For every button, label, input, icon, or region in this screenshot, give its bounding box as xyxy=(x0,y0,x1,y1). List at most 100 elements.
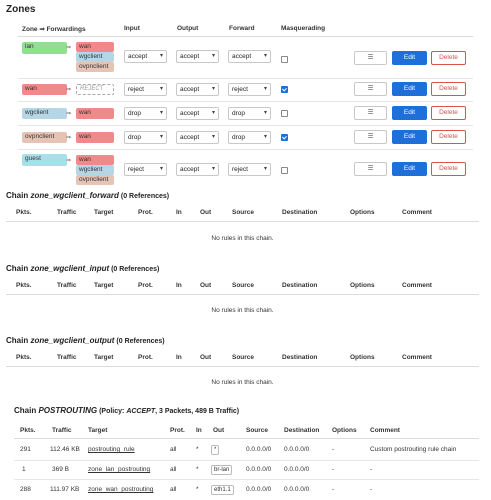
forward-target-badge: wan xyxy=(76,155,114,165)
col-in: In xyxy=(196,427,202,434)
edit-button[interactable]: Edit xyxy=(392,51,427,65)
chevron-down-icon: ▾ xyxy=(211,86,215,92)
target-link[interactable]: zone_wan_postrouting xyxy=(88,486,154,493)
col-destination: Destination xyxy=(282,354,318,361)
forward-target-badge: ovpnclient xyxy=(76,175,114,185)
input-policy-select[interactable]: reject ▾ xyxy=(124,163,167,176)
edit-button[interactable]: Edit xyxy=(392,162,427,176)
col-options: Options xyxy=(332,427,357,434)
forward-target-badge: wgclient xyxy=(76,165,114,175)
drag-menu-button[interactable]: ☰ xyxy=(354,51,387,65)
col-destination: Destination xyxy=(284,427,320,434)
output-policy-select[interactable]: accept ▾ xyxy=(176,83,219,96)
masquerading-checkbox[interactable] xyxy=(281,134,288,141)
arrow-icon: ⇒ xyxy=(66,87,72,93)
col-pkts: Pkts. xyxy=(16,354,32,361)
chevron-down-icon: ▾ xyxy=(159,134,163,140)
empty-chain-message: No rules in this chain. xyxy=(211,379,274,386)
chain-title: Chain zone_wgclient_forward (0 Reference… xyxy=(6,191,170,200)
drag-menu-button[interactable]: ☰ xyxy=(354,82,387,96)
chain-title: Chain zone_wgclient_input (0 References) xyxy=(6,264,160,273)
col-pkts: Pkts. xyxy=(20,427,36,434)
drag-menu-button[interactable]: ☰ xyxy=(354,106,387,120)
chevron-down-icon: ▾ xyxy=(211,134,215,140)
delete-button[interactable]: Delete xyxy=(431,130,466,144)
forward-policy-select[interactable]: reject ▾ xyxy=(228,163,271,176)
col-zone-forwardings: Zone ⇒ Forwardings xyxy=(22,26,86,33)
forward-target-badge: wgclient xyxy=(76,52,114,62)
input-policy-select[interactable]: reject ▾ xyxy=(124,83,167,96)
chevron-down-icon: ▾ xyxy=(211,110,215,116)
output-policy-select[interactable]: accept ▾ xyxy=(176,131,219,144)
forward-target-badge: wan xyxy=(76,42,114,52)
input-policy-select[interactable]: drop ▾ xyxy=(124,131,167,144)
output-policy-select[interactable]: accept ▾ xyxy=(176,107,219,120)
col-in: In xyxy=(176,282,182,289)
col-prot: Prot. xyxy=(138,354,153,361)
edit-button[interactable]: Edit xyxy=(392,106,427,120)
col-out: Out xyxy=(200,354,212,361)
forward-policy-select[interactable]: accept ▾ xyxy=(228,50,271,63)
masquerading-checkbox[interactable] xyxy=(281,86,288,93)
col-out: Out xyxy=(200,209,212,216)
chevron-down-icon: ▾ xyxy=(263,110,267,116)
col-traffic: Traffic xyxy=(57,354,77,361)
col-in: In xyxy=(176,209,182,216)
forward-policy-select[interactable]: reject ▾ xyxy=(228,83,271,96)
col-masquerading: Masquerading xyxy=(281,25,326,32)
col-pkts: Pkts. xyxy=(16,282,32,289)
empty-chain-message: No rules in this chain. xyxy=(211,235,274,242)
col-destination: Destination xyxy=(282,282,318,289)
masquerading-checkbox[interactable] xyxy=(281,56,288,63)
forward-target-badge: wan xyxy=(76,132,114,143)
col-comment: Comment xyxy=(370,427,400,434)
forward-policy-select[interactable]: drop ▾ xyxy=(228,107,271,120)
target-link[interactable]: postrouting_rule xyxy=(88,446,135,453)
delete-button[interactable]: Delete xyxy=(431,162,466,176)
col-source: Source xyxy=(232,209,255,216)
col-source: Source xyxy=(232,354,255,361)
zone-name-badge: lan xyxy=(22,42,67,54)
forward-target-badge: REJECT xyxy=(76,84,114,95)
col-traffic: Traffic xyxy=(57,209,77,216)
zones-title: Zones xyxy=(6,4,36,15)
col-options: Options xyxy=(350,282,375,289)
masquerading-checkbox[interactable] xyxy=(281,110,288,117)
edit-button[interactable]: Edit xyxy=(392,82,427,96)
col-out: Out xyxy=(200,282,212,289)
delete-button[interactable]: Delete xyxy=(431,106,466,120)
col-prot: Prot. xyxy=(138,282,153,289)
chain-title: Chain zone_wgclient_output (0 References… xyxy=(6,336,165,345)
chevron-down-icon: ▾ xyxy=(211,166,215,172)
col-comment: Comment xyxy=(402,209,432,216)
col-prot: Prot. xyxy=(138,209,153,216)
chevron-down-icon: ▾ xyxy=(159,166,163,172)
col-comment: Comment xyxy=(402,354,432,361)
arrow-icon: ⇒ xyxy=(66,158,72,164)
col-traffic: Traffic xyxy=(57,282,77,289)
postrouting-title: Chain POSTROUTING (Policy: ACCEPT, 3 Pac… xyxy=(14,406,240,415)
col-output: Output xyxy=(177,25,199,32)
chevron-down-icon: ▾ xyxy=(263,53,267,59)
col-source: Source xyxy=(232,282,255,289)
col-pkts: Pkts. xyxy=(16,209,32,216)
target-link[interactable]: zone_lan_postrouting xyxy=(88,466,151,473)
col-target: Target xyxy=(88,427,108,434)
edit-button[interactable]: Edit xyxy=(392,130,427,144)
forward-policy-select[interactable]: drop ▾ xyxy=(228,131,271,144)
delete-button[interactable]: Delete xyxy=(431,82,466,96)
input-policy-select[interactable]: drop ▾ xyxy=(124,107,167,120)
chevron-down-icon: ▾ xyxy=(159,86,163,92)
col-comment: Comment xyxy=(402,282,432,289)
output-policy-select[interactable]: accept ▾ xyxy=(176,163,219,176)
drag-menu-button[interactable]: ☰ xyxy=(354,130,387,144)
input-policy-select[interactable]: accept ▾ xyxy=(124,50,167,63)
masquerading-checkbox[interactable] xyxy=(281,167,288,174)
forward-target-badge: ovpnclient xyxy=(76,62,114,72)
zone-name-badge: guest xyxy=(22,154,67,166)
output-policy-select[interactable]: accept ▾ xyxy=(176,50,219,63)
zone-name-badge: wan xyxy=(22,84,67,95)
drag-menu-button[interactable]: ☰ xyxy=(354,162,387,176)
col-traffic: Traffic xyxy=(52,427,72,434)
delete-button[interactable]: Delete xyxy=(431,51,466,65)
